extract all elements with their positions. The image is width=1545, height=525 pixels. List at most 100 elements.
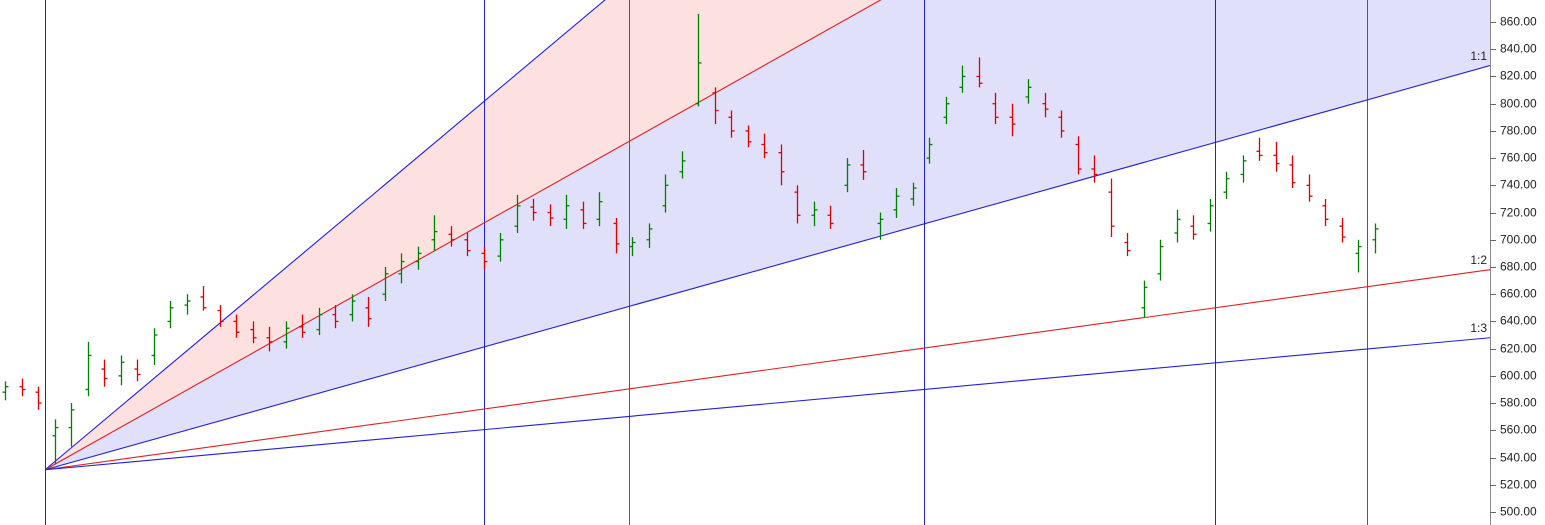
ohlc-bar [1091, 155, 1098, 183]
y-tick-label: 560.00 [1500, 423, 1537, 437]
ohlc-bar [662, 174, 669, 213]
ohlc-bar [464, 232, 471, 257]
ohlc-bar [761, 133, 768, 159]
y-tick-label: 520.00 [1500, 478, 1537, 492]
y-tick-label: 580.00 [1500, 396, 1537, 410]
y-tick-label: 620.00 [1500, 342, 1537, 356]
ohlc-bar [877, 212, 884, 240]
ohlc-bar [2, 381, 9, 401]
ohlc-bar [1355, 239, 1362, 273]
ohlc-bar [1190, 215, 1197, 240]
ohlc-bar [217, 305, 224, 327]
fan-label: 1:3 [1470, 321, 1487, 335]
y-tick-label: 840.00 [1500, 42, 1537, 56]
ohlc-bar [563, 194, 570, 229]
ohlc-bar [646, 223, 653, 248]
ohlc-bar [1025, 79, 1032, 104]
plot-area [2, 0, 1490, 525]
y-tick-label: 720.00 [1500, 206, 1537, 220]
ohlc-bar [1009, 103, 1016, 137]
ohlc-bar [1240, 155, 1247, 183]
y-tick-label: 820.00 [1500, 69, 1537, 83]
ohlc-bar [893, 188, 900, 219]
fan-line [44, 0, 606, 471]
ohlc-bar [266, 326, 273, 352]
ohlc-bar [250, 321, 257, 344]
ohlc-bar [332, 305, 339, 329]
ohlc-bar [530, 198, 537, 221]
ohlc-bar [283, 321, 290, 349]
ohlc-bar [1223, 171, 1230, 199]
y-tick-label: 600.00 [1500, 369, 1537, 383]
ohlc-bar [167, 301, 174, 329]
ohlc-bar [596, 192, 603, 227]
ohlc-bar [778, 144, 785, 186]
ohlc-bar [1058, 110, 1065, 138]
y-tick-label: 500.00 [1500, 505, 1537, 519]
ohlc-bar [910, 182, 917, 206]
ohlc-bar [1289, 155, 1296, 189]
y-tick-label: 680.00 [1500, 260, 1537, 274]
ohlc-bar [431, 215, 438, 251]
ohlc-bar [415, 246, 422, 270]
ohlc-bar [184, 294, 191, 315]
ohlc-bar [1157, 239, 1164, 281]
ohlc-bar [695, 13, 702, 107]
ohlc-bar [1042, 92, 1049, 118]
ohlc-bar [1273, 141, 1280, 172]
ohlc-bar [1075, 136, 1082, 175]
y-tick-label: 660.00 [1500, 287, 1537, 301]
ohlc-bar [976, 57, 983, 88]
ohlc-bar [1124, 232, 1131, 257]
ohlc-bar [19, 378, 26, 397]
ohlc-bar [943, 96, 950, 125]
ohlc-bar [860, 149, 867, 180]
ohlc-bar [1141, 280, 1148, 318]
ohlc-bar [85, 341, 92, 397]
ohlc-bar [514, 194, 521, 233]
ohlc-bar [992, 92, 999, 125]
ohlc-bar [844, 158, 851, 193]
ohlc-bar [745, 125, 752, 148]
ohlc-bar [959, 65, 966, 93]
ohlc-bar [200, 286, 207, 311]
ohlc-bar [712, 87, 719, 125]
ohlc-bar [118, 355, 125, 386]
ohlc-bar [1256, 137, 1263, 161]
ohlc-bar [827, 205, 834, 229]
ohlc-bar [1322, 198, 1329, 227]
ohlc-bar [101, 359, 108, 387]
ohlc-bar [299, 314, 306, 338]
y-tick-label: 700.00 [1500, 233, 1537, 247]
ohlc-bar [1372, 223, 1379, 254]
ohlc-bar [679, 151, 686, 179]
ohlc-bar [580, 201, 587, 229]
ohlc-bar [1174, 209, 1181, 243]
ohlc-bar [68, 403, 75, 447]
ohlc-bar [35, 386, 42, 410]
ohlc-bar [728, 110, 735, 138]
ohlc-bar [629, 237, 636, 257]
ohlc-bar [233, 314, 240, 338]
ohlc-bar [497, 232, 504, 262]
fan-label: 1:1 [1470, 49, 1487, 63]
y-tick-label: 740.00 [1500, 178, 1537, 192]
y-tick-label: 780.00 [1500, 124, 1537, 138]
ohlc-bar [613, 218, 620, 254]
y-tick-label: 540.00 [1500, 451, 1537, 465]
fan-line [44, 65, 1490, 471]
y-tick-label: 640.00 [1500, 314, 1537, 328]
ohlc-bar [382, 266, 389, 302]
ohlc-bar [1108, 178, 1115, 238]
fan-line [45, 337, 1490, 471]
y-axis: 1:1 1:2 1:3 500.00 520.00 540.00 560.00 580.00 6… [1470, 0, 1537, 525]
ohlc-bar [316, 307, 323, 336]
y-tick-label: 760.00 [1500, 151, 1537, 165]
ohlc-bar [134, 359, 141, 382]
ohlc-bar [1207, 198, 1214, 232]
ohlc-bar [398, 253, 405, 284]
ohlc-bar [365, 296, 372, 327]
ohlc-bar [349, 294, 356, 322]
